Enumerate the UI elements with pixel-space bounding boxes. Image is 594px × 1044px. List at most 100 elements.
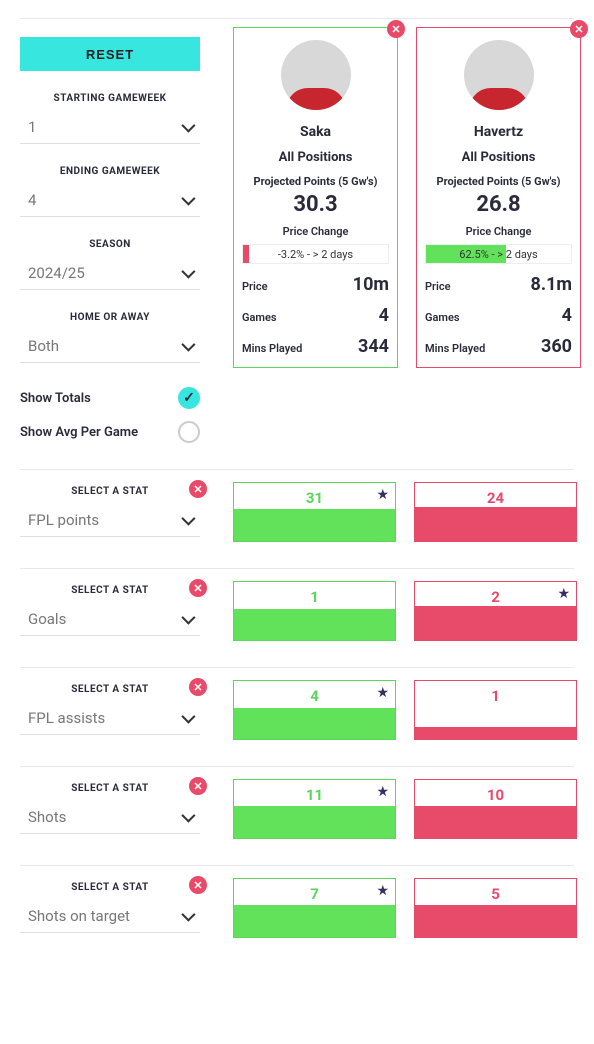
stat-bar-a: 31 ★ — [233, 482, 396, 542]
home-away-label: HOME OR AWAY — [20, 312, 200, 323]
mins-value: 360 — [541, 336, 572, 357]
stat-value: 31 — [234, 489, 395, 507]
stat-select[interactable]: Shots — [20, 800, 200, 834]
home-away-select[interactable]: Both — [20, 329, 200, 363]
remove-stat-icon[interactable]: ✕ — [189, 480, 207, 498]
starting-gw-label: STARTING GAMEWEEK — [20, 93, 200, 104]
stat-bar-a: 4 ★ — [233, 680, 396, 740]
stat-fill — [415, 507, 576, 541]
price-value: 10m — [353, 274, 389, 295]
stat-bar-b: 2 ★ — [414, 581, 577, 641]
show-totals-toggle[interactable]: ✓ — [178, 387, 200, 409]
show-avg-toggle[interactable] — [178, 421, 200, 443]
price-value: 8.1m — [531, 274, 572, 295]
starting-gw-select[interactable]: 1 — [20, 110, 200, 144]
stat-value: 11 — [234, 786, 395, 804]
stat-bar-b: 5 — [414, 878, 577, 938]
chevron-down-icon — [181, 511, 195, 525]
select-stat-label: SELECT A STAT — [20, 486, 200, 497]
stat-name: Shots on target — [28, 907, 130, 925]
select-stat-label: SELECT A STAT — [20, 684, 200, 695]
season-value: 2024/25 — [28, 264, 85, 282]
price-label: Price — [242, 280, 268, 293]
starting-gw-value: 1 — [28, 118, 36, 136]
select-stat-label: SELECT A STAT — [20, 783, 200, 794]
player-positions: All Positions — [425, 150, 572, 165]
stat-value: 24 — [415, 489, 576, 507]
stat-value: 10 — [415, 786, 576, 804]
stat-select[interactable]: Shots on target — [20, 899, 200, 933]
projected-points: 26.8 — [425, 192, 572, 217]
games-value: 4 — [379, 305, 389, 326]
stat-bar-a: 7 ★ — [233, 878, 396, 938]
star-icon: ★ — [376, 487, 389, 503]
ending-gw-label: ENDING GAMEWEEK — [20, 166, 200, 177]
season-select[interactable]: 2024/25 — [20, 256, 200, 290]
games-value: 4 — [562, 305, 572, 326]
stat-name: Goals — [28, 610, 66, 628]
stat-bar-a: 11 ★ — [233, 779, 396, 839]
stat-name: FPL assists — [28, 709, 105, 727]
mins-value: 344 — [358, 336, 389, 357]
chevron-down-icon — [181, 709, 195, 723]
chevron-down-icon — [181, 118, 195, 132]
price-change-bar: 62.5% - > 2 days — [425, 244, 572, 264]
ending-gw-value: 4 — [28, 191, 36, 209]
select-stat-label: SELECT A STAT — [20, 882, 200, 893]
reset-button[interactable]: RESET — [20, 37, 200, 71]
projected-label: Projected Points (5 Gw's) — [425, 175, 572, 188]
stat-fill — [415, 606, 576, 640]
stat-bar-a: 1 — [233, 581, 396, 641]
avatar — [464, 40, 534, 110]
player-card-a: ✕ Saka All Positions Projected Points (5… — [233, 27, 398, 368]
close-icon[interactable]: ✕ — [387, 20, 405, 38]
mins-label: Mins Played — [242, 342, 302, 355]
projected-label: Projected Points (5 Gw's) — [242, 175, 389, 188]
stat-fill — [234, 609, 395, 640]
stat-name: FPL points — [28, 511, 99, 529]
player-name: Saka — [242, 124, 389, 140]
stat-fill — [234, 905, 395, 937]
price-label: Price — [425, 280, 451, 293]
stat-select[interactable]: FPL points — [20, 503, 200, 537]
stat-fill — [415, 727, 576, 739]
remove-stat-icon[interactable]: ✕ — [189, 579, 207, 597]
chevron-down-icon — [181, 808, 195, 822]
stat-bar-b: 1 — [414, 680, 577, 740]
player-name: Havertz — [425, 124, 572, 140]
stat-value: 1 — [415, 687, 576, 705]
select-stat-label: SELECT A STAT — [20, 585, 200, 596]
mins-label: Mins Played — [425, 342, 485, 355]
stat-select[interactable]: Goals — [20, 602, 200, 636]
remove-stat-icon[interactable]: ✕ — [189, 876, 207, 894]
stat-value: 2 — [415, 588, 576, 606]
star-icon: ★ — [376, 883, 389, 899]
stat-bar-b: 24 — [414, 482, 577, 542]
stat-select[interactable]: FPL assists — [20, 701, 200, 735]
show-avg-label: Show Avg Per Game — [20, 425, 138, 440]
ending-gw-select[interactable]: 4 — [20, 183, 200, 217]
stat-name: Shots — [28, 808, 66, 826]
close-icon[interactable]: ✕ — [570, 20, 588, 38]
stat-value: 7 — [234, 885, 395, 903]
star-icon: ★ — [557, 586, 570, 602]
price-change-fill — [243, 245, 249, 263]
price-change-label: Price Change — [425, 225, 572, 238]
games-label: Games — [242, 311, 277, 324]
chevron-down-icon — [181, 264, 195, 278]
player-card-b: ✕ Havertz All Positions Projected Points… — [416, 27, 581, 368]
remove-stat-icon[interactable]: ✕ — [189, 777, 207, 795]
stat-value: 1 — [234, 588, 395, 606]
stat-value: 5 — [415, 885, 576, 903]
chevron-down-icon — [181, 907, 195, 921]
chevron-down-icon — [181, 610, 195, 624]
stat-value: 4 — [234, 687, 395, 705]
games-label: Games — [425, 311, 460, 324]
stat-fill — [234, 509, 395, 541]
projected-points: 30.3 — [242, 192, 389, 217]
star-icon: ★ — [376, 685, 389, 701]
stat-fill — [234, 708, 395, 739]
price-change-text: 62.5% - > 2 days — [459, 248, 537, 261]
chevron-down-icon — [181, 337, 195, 351]
remove-stat-icon[interactable]: ✕ — [189, 678, 207, 696]
